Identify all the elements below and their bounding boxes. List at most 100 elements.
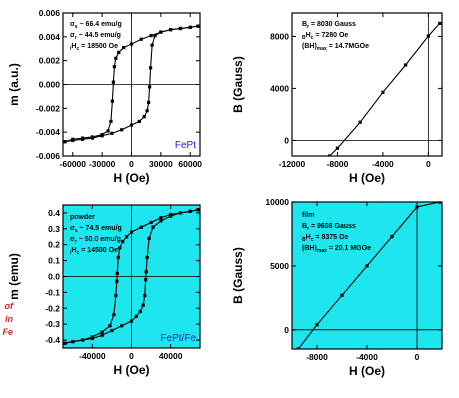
- x-tick-label: 0: [426, 159, 431, 169]
- x-axis-label: H (Oe): [114, 171, 150, 185]
- data-point: [100, 333, 104, 337]
- y-tick-label: 4000: [270, 83, 289, 93]
- series-line-0: [64, 209, 199, 344]
- chart-feptfe-bh: -8000 -4000 0 0 5000 10000 H (Oe) B (Gauss) film…: [231, 197, 443, 378]
- y-tick-label: 0.004: [39, 32, 61, 42]
- data-point: [169, 214, 173, 218]
- data-point: [120, 324, 124, 328]
- annotation-line: iHc = 18500 Oe: [70, 43, 118, 52]
- y-tick-label: -0.4: [45, 335, 60, 345]
- data-point: [148, 85, 152, 89]
- x-tick-label: -30000: [89, 159, 116, 169]
- data-point: [141, 303, 145, 307]
- curves: [63, 208, 200, 345]
- data-point: [139, 37, 143, 41]
- data-point: [144, 270, 148, 274]
- data-point: [111, 80, 115, 84]
- data-point: [129, 123, 134, 127]
- data-point: [145, 255, 149, 260]
- data-point: [340, 293, 344, 297]
- annotation-line: σs ~ 66.4 emu/g: [70, 21, 122, 30]
- y-axis-label: m (emu): [7, 253, 21, 300]
- data-point: [404, 63, 408, 67]
- annotation-line: σr ~ 44.5 emu/g: [70, 32, 121, 41]
- data-point: [169, 28, 173, 32]
- y-tick-label: -0.004: [36, 127, 60, 137]
- sample-label: FePt: [175, 140, 196, 151]
- data-point: [178, 26, 183, 31]
- data-point: [100, 330, 104, 334]
- data-point: [437, 202, 442, 204]
- data-point: [112, 65, 116, 69]
- data-point: [110, 99, 115, 103]
- data-point: [129, 230, 134, 234]
- data-point: [117, 50, 121, 54]
- data-point: [63, 140, 67, 144]
- data-point: [381, 90, 385, 94]
- data-point: [110, 131, 114, 135]
- data-point: [153, 34, 157, 38]
- data-point: [315, 323, 319, 327]
- data-point: [80, 338, 85, 342]
- data-point: [159, 219, 163, 223]
- sample-label: FePt/Fe: [160, 333, 196, 344]
- y-tick-label: 0.3: [48, 224, 60, 234]
- chart-fept-mh: -60000 -30000 0 30000 60000 -0.006 -0.004 -0.00…: [7, 8, 202, 185]
- data-point: [296, 347, 300, 349]
- x-tick-label: 0: [415, 352, 420, 362]
- data-point: [159, 30, 163, 34]
- x-axis-label: H (Oe): [349, 171, 385, 185]
- x-axis-label: H (Oe): [349, 364, 385, 378]
- annotation-line: (BH)max = 20.1 MGOe: [302, 245, 371, 254]
- x-tick-label: -8000: [327, 159, 349, 169]
- data-point: [122, 45, 126, 50]
- data-point: [71, 340, 75, 344]
- y-tick-label: -0.2: [45, 303, 60, 313]
- data-point: [129, 319, 134, 323]
- x-tick-label: -4000: [356, 352, 378, 362]
- data-point: [438, 21, 442, 25]
- data-point: [151, 225, 155, 229]
- data-point: [149, 34, 153, 38]
- y-axis-label: B (Gauss): [231, 56, 245, 113]
- x-tick-label: -40000: [79, 351, 106, 361]
- x-tick-label: -4000: [372, 159, 394, 169]
- annotation-line: σr ~ 50.0 emu/g: [70, 236, 121, 245]
- data-point: [358, 120, 362, 124]
- data-point: [63, 341, 67, 345]
- curves: [327, 21, 442, 156]
- data-point: [137, 119, 141, 124]
- y-tick-label: 0.0: [48, 272, 60, 282]
- data-point: [120, 128, 124, 132]
- annotation-line: σs ~ 74.5 emu/g: [70, 225, 122, 234]
- data-point: [188, 25, 192, 29]
- data-point: [147, 236, 151, 240]
- data-point: [115, 279, 119, 283]
- data-point: [150, 43, 154, 47]
- annotation-line: Br = 8030 Gauss: [302, 21, 356, 30]
- y-tick-label: 0.006: [39, 8, 61, 18]
- annotation-line: Br = 9608 Gauss: [302, 223, 356, 232]
- data-point: [112, 313, 116, 317]
- data-point: [142, 115, 146, 119]
- x-tick-label: -8000: [306, 352, 328, 362]
- curves: [63, 24, 200, 144]
- data-point: [149, 220, 153, 225]
- x-tick-label: -60000: [60, 159, 87, 169]
- annotation-line: iHc = 14500 Oe: [70, 247, 118, 256]
- data-point: [335, 146, 340, 150]
- y-tick-label: 0.002: [39, 56, 61, 66]
- y-tick-label: 0.4: [48, 208, 60, 218]
- data-point: [118, 246, 122, 250]
- side-fragment: of in Fe: [2, 301, 14, 337]
- x-tick-label: 30000: [149, 159, 173, 169]
- x-tick-label: 40000: [159, 351, 183, 361]
- data-point: [390, 234, 394, 239]
- y-tick-label: -0.3: [45, 319, 60, 329]
- data-point: [100, 134, 104, 138]
- data-point: [110, 328, 114, 333]
- data-point: [196, 208, 200, 212]
- annotation-line: (BH)max = 14.7MGOe: [302, 43, 369, 52]
- series-line-1: [64, 209, 199, 344]
